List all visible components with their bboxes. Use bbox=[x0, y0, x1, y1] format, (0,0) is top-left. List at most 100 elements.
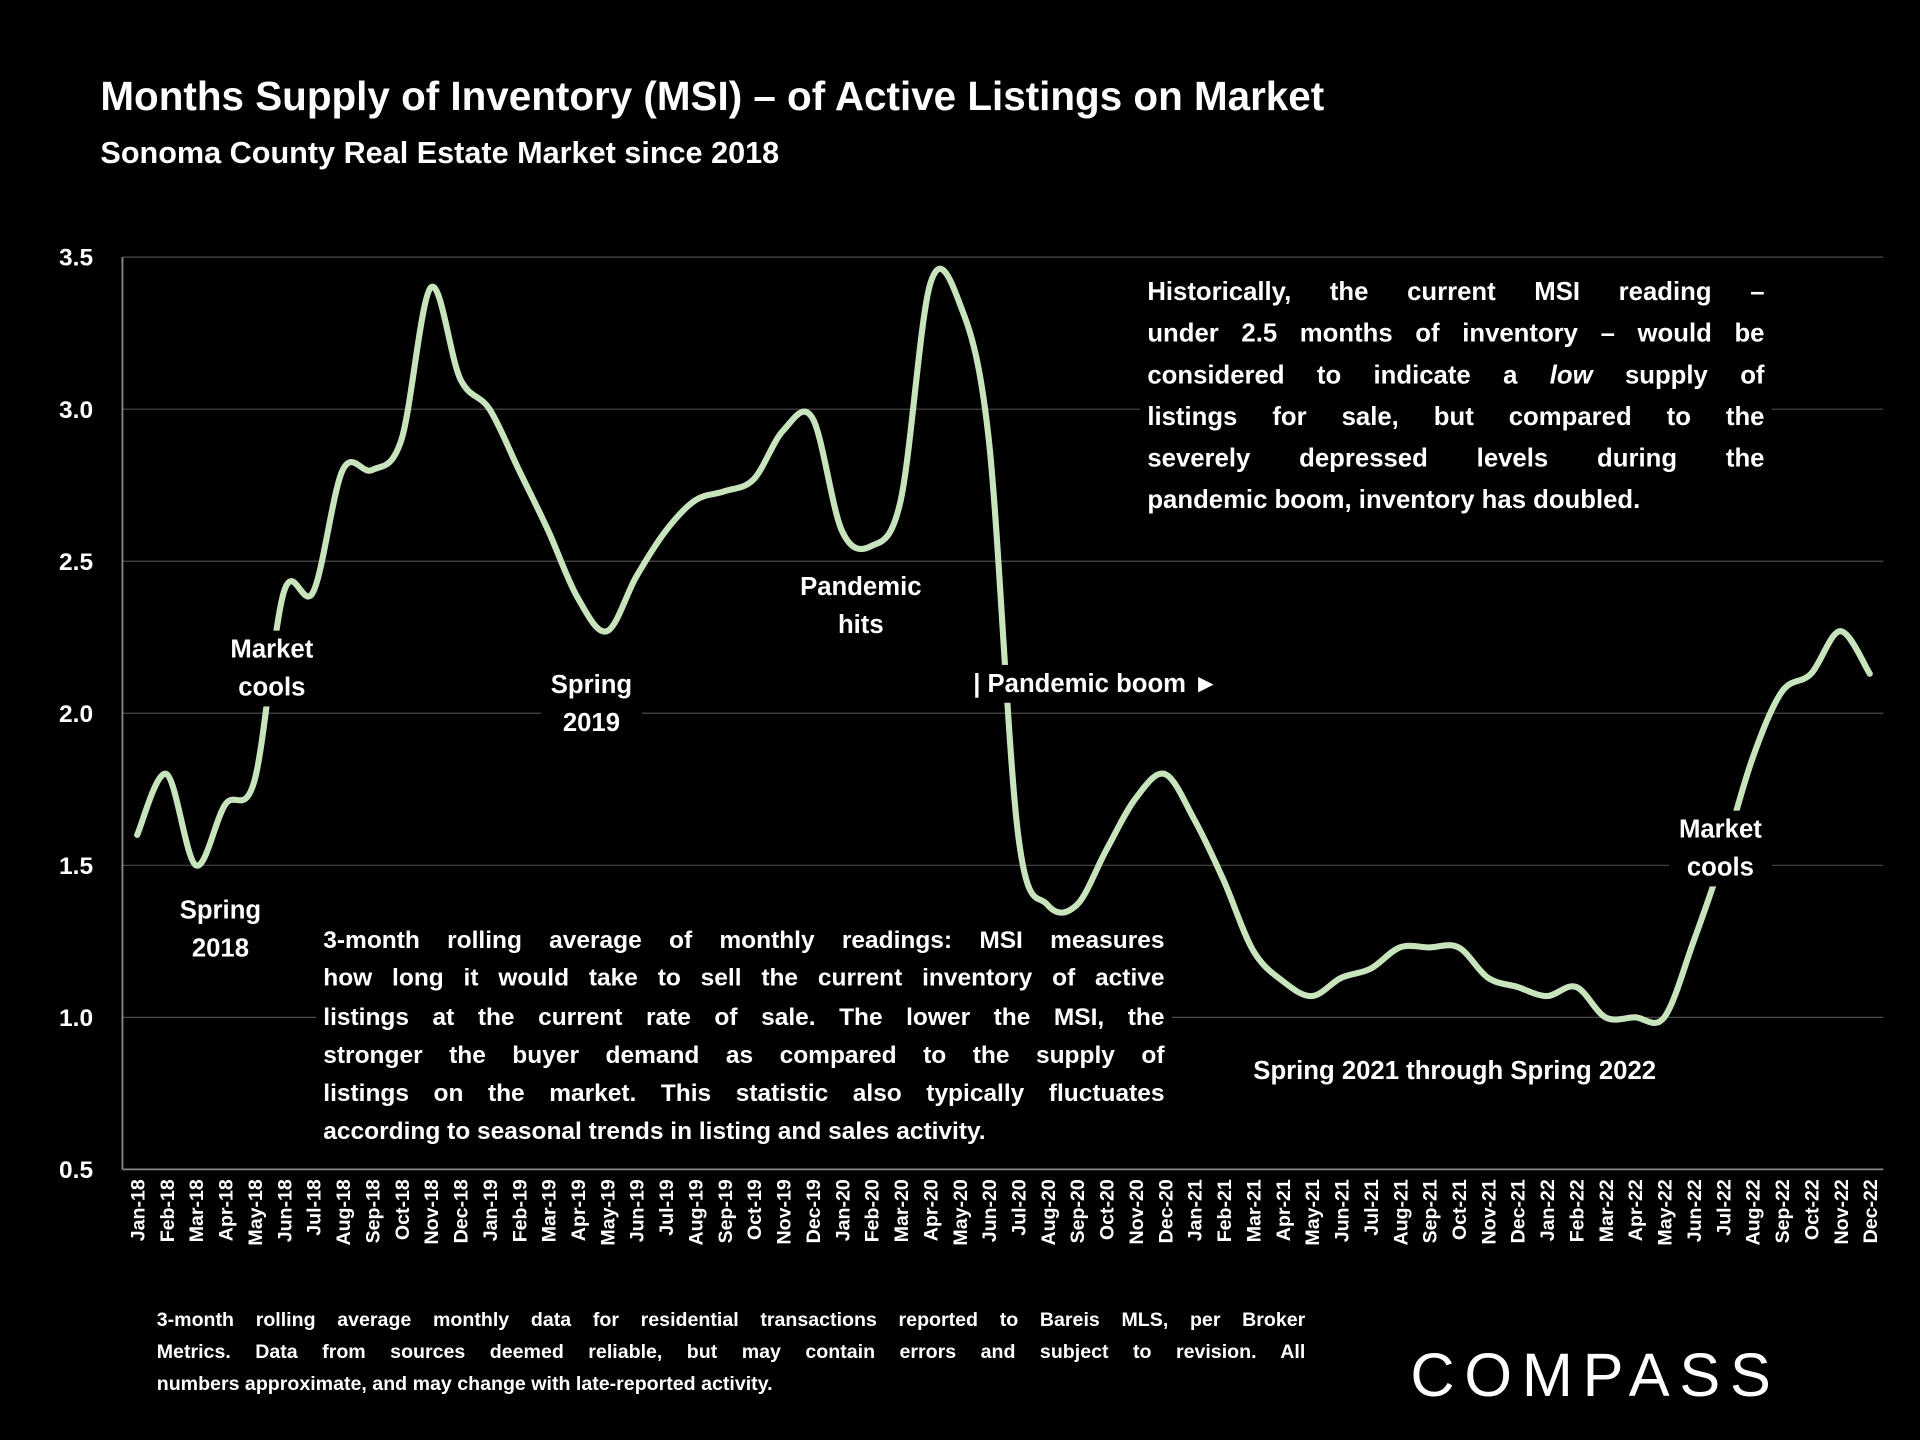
x-tick-label: Jul-20 bbox=[1008, 1179, 1030, 1236]
annotation-text: cools bbox=[238, 674, 305, 702]
y-tick-label: 2.5 bbox=[59, 549, 93, 576]
x-tick-label: Jun-21 bbox=[1332, 1179, 1354, 1242]
x-tick-label: Dec-18 bbox=[451, 1179, 473, 1243]
y-tick-label: 3.0 bbox=[59, 397, 93, 424]
data-line bbox=[134, 265, 1873, 1026]
x-tick-label: Oct-20 bbox=[1097, 1179, 1119, 1240]
annotation: Pandemic hits bbox=[790, 568, 932, 644]
x-tick-label: Jan-21 bbox=[1185, 1179, 1207, 1241]
x-tick-label: Jun-19 bbox=[627, 1179, 649, 1242]
paragraph-line: stronger the buyer demand as compared to… bbox=[323, 1041, 1165, 1069]
paragraph-line: listings for sale, but compared to the bbox=[1147, 402, 1765, 432]
x-tick-label: Mar-21 bbox=[1243, 1179, 1265, 1242]
paragraph-line: severely depressed levels during the bbox=[1147, 444, 1765, 473]
x-tick-label: Jan-19 bbox=[480, 1179, 502, 1241]
x-tick-label: Mar-18 bbox=[186, 1179, 208, 1242]
x-tick-label: Nov-21 bbox=[1478, 1179, 1500, 1244]
x-tick-label: Sep-18 bbox=[362, 1179, 384, 1243]
paragraph-line: under 2.5 months of inventory – would be bbox=[1147, 319, 1765, 348]
x-tick-label: May-21 bbox=[1302, 1179, 1324, 1245]
annotation-background bbox=[963, 664, 1229, 703]
paragraph-line: considered to indicate a low supply of bbox=[1147, 361, 1765, 390]
annotation-background bbox=[1243, 1051, 1666, 1090]
annotation: Spring 2018 bbox=[169, 891, 271, 968]
annotation: Spring 2021 through Spring 2022 bbox=[1243, 1051, 1666, 1090]
x-tick-label: Jul-22 bbox=[1713, 1179, 1735, 1236]
chart-subtitle: Sonoma County Real Estate Market since 2… bbox=[100, 136, 779, 170]
x-tick-label: Jun-22 bbox=[1684, 1179, 1706, 1242]
paragraph-line: numbers approximate, and may change with… bbox=[156, 1373, 773, 1395]
annotation-background bbox=[220, 630, 324, 707]
annotation-text: Market bbox=[230, 636, 313, 664]
x-tick-label: Apr-18 bbox=[216, 1179, 238, 1241]
x-tick-label: Jun-18 bbox=[274, 1179, 296, 1242]
annotation: Market cools bbox=[220, 630, 324, 707]
annotation: Market cools bbox=[1669, 810, 1773, 887]
x-tick-label: Apr-20 bbox=[920, 1179, 942, 1241]
paragraph-line: 3-month rolling average monthly data for… bbox=[156, 1310, 1306, 1332]
paragraph-line: Metrics. Data from sources deemed reliab… bbox=[156, 1342, 1306, 1363]
y-tick-label: 1.0 bbox=[59, 1005, 93, 1032]
paragraph-line: listings on the market. This statistic a… bbox=[323, 1080, 1165, 1108]
x-tick-label: Feb-19 bbox=[509, 1179, 531, 1242]
x-tick-label: Aug-22 bbox=[1743, 1179, 1765, 1245]
annotation-text: Market bbox=[1679, 816, 1762, 844]
paragraph-line: how long it would take to sell the curre… bbox=[323, 965, 1165, 993]
x-tick-label: Sep-22 bbox=[1772, 1179, 1794, 1243]
x-tick-label: Sep-21 bbox=[1420, 1179, 1442, 1243]
x-tick-label: Jul-18 bbox=[304, 1179, 326, 1236]
x-tick-label: Nov-19 bbox=[774, 1179, 796, 1244]
x-tick-label: Apr-19 bbox=[568, 1179, 590, 1241]
x-tick-label: May-22 bbox=[1655, 1179, 1677, 1245]
x-tick-label: Feb-18 bbox=[157, 1179, 179, 1242]
x-tick-label: Jul-21 bbox=[1361, 1179, 1383, 1236]
x-tick-label: Aug-18 bbox=[333, 1179, 355, 1245]
paragraph-line: Historically, the current MSI reading – bbox=[1147, 277, 1765, 307]
text-block: Historically, the current MSI reading – u… bbox=[1140, 269, 1772, 525]
x-tick-label: Jul-19 bbox=[656, 1179, 678, 1236]
x-tick-label: Jun-20 bbox=[979, 1179, 1001, 1242]
x-tick-label: Nov-22 bbox=[1831, 1179, 1853, 1244]
annotation: | Pandemic boom ► bbox=[963, 664, 1229, 703]
logo: COMPASS bbox=[1410, 1341, 1780, 1409]
x-tick-label: Aug-20 bbox=[1038, 1179, 1060, 1245]
x-tick-label: Dec-20 bbox=[1155, 1179, 1177, 1243]
annotation-text: hits bbox=[838, 611, 884, 639]
x-tick-label: Dec-22 bbox=[1860, 1179, 1882, 1243]
x-tick-label: Nov-20 bbox=[1126, 1179, 1148, 1244]
x-tick-label: Feb-20 bbox=[862, 1179, 884, 1242]
text-block: 3-month rolling average of monthly readi… bbox=[315, 919, 1172, 1155]
y-tick-label: 1.5 bbox=[59, 853, 93, 880]
y-tick-label: 3.5 bbox=[59, 245, 93, 272]
x-tick-label: Oct-22 bbox=[1801, 1179, 1823, 1240]
x-tick-label: May-20 bbox=[950, 1179, 972, 1245]
annotation-background bbox=[790, 568, 932, 644]
paragraph-line: 3-month rolling average of monthly readi… bbox=[323, 926, 1165, 954]
x-tick-label: Jan-22 bbox=[1537, 1179, 1559, 1241]
paragraph: 3-month rolling average of monthly readi… bbox=[315, 919, 1172, 1155]
x-tick-label: Sep-19 bbox=[715, 1179, 737, 1243]
x-tick-label: Jan-18 bbox=[127, 1179, 149, 1241]
y-tick-label: 2.0 bbox=[59, 701, 93, 728]
paragraph-line: pandemic boom, inventory has doubled. bbox=[1147, 486, 1641, 515]
x-tick-label: Sep-20 bbox=[1067, 1179, 1089, 1243]
x-tick-label: Apr-22 bbox=[1625, 1179, 1647, 1241]
text-block: 3-month rolling average monthly data for… bbox=[156, 1310, 1306, 1395]
annotation-text: 2019 bbox=[563, 709, 620, 737]
x-tick-label: Mar-20 bbox=[891, 1179, 913, 1242]
x-tick-label: May-19 bbox=[597, 1179, 619, 1245]
paragraph: Historically, the current MSI reading – u… bbox=[1140, 269, 1772, 525]
x-tick-label: Apr-21 bbox=[1273, 1179, 1295, 1241]
x-tick-label: Jan-20 bbox=[832, 1179, 854, 1241]
paragraph-line: listings at the current rate of sale. Th… bbox=[323, 1003, 1165, 1031]
x-tick-label: Aug-21 bbox=[1390, 1179, 1412, 1245]
annotation-text: Spring 2021 through Spring 2022 bbox=[1253, 1057, 1656, 1085]
annotation-background bbox=[169, 891, 271, 968]
annotation-text: | Pandemic boom ► bbox=[973, 670, 1218, 698]
x-tick-label: Feb-22 bbox=[1566, 1179, 1588, 1242]
x-tick-label: Oct-19 bbox=[744, 1179, 766, 1240]
annotation-text: 2018 bbox=[192, 934, 249, 962]
annotation-text: cools bbox=[1687, 854, 1754, 882]
